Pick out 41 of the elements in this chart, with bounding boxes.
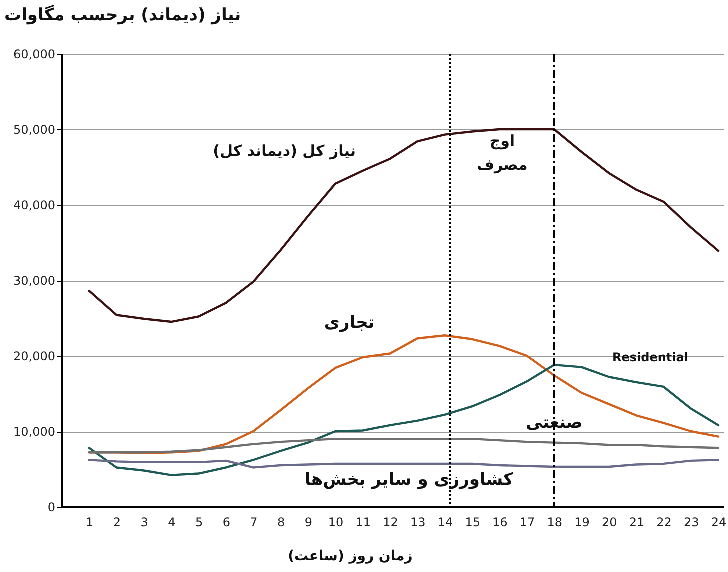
y-tick-label: 20,000 bbox=[14, 350, 56, 364]
x-tick-label: 6 bbox=[222, 516, 230, 530]
x-tick-label: 23 bbox=[684, 516, 700, 530]
y-tick-label: 50,000 bbox=[14, 123, 56, 137]
line-series bbox=[88, 438, 720, 454]
x-tick-label: 13 bbox=[410, 516, 426, 530]
x-tick-label: 18 bbox=[547, 516, 563, 530]
x-tick-label: 24 bbox=[711, 516, 727, 530]
series-label: نیاز کل (دیماند کل) bbox=[213, 142, 356, 160]
x-tick-label: 19 bbox=[574, 516, 590, 530]
x-tick-label: 16 bbox=[492, 516, 508, 530]
x-tick-label: 7 bbox=[250, 516, 258, 530]
line-series bbox=[88, 459, 720, 469]
x-tick-label: 1 bbox=[86, 516, 94, 530]
x-tick-label: 14 bbox=[438, 516, 454, 530]
series-label: Residential bbox=[612, 350, 688, 364]
y-tick-label: 30,000 bbox=[14, 274, 56, 288]
x-axis-title: زمان روز (ساعت) bbox=[288, 548, 413, 564]
series-label: کشاورزی و سایر بخش‌ها bbox=[305, 470, 514, 490]
x-tick-label: 5 bbox=[195, 516, 204, 530]
x-tick-label: 8 bbox=[278, 516, 286, 530]
y-tick-label: 40,000 bbox=[14, 198, 56, 212]
annotation: اوج مصرف bbox=[477, 132, 528, 174]
x-tick-label: 17 bbox=[520, 516, 536, 530]
y-tick-label: 60,000 bbox=[14, 48, 56, 62]
series-label: صنعتی bbox=[526, 412, 583, 433]
x-tick-label: 22 bbox=[656, 516, 672, 530]
y-axis-title: نیاز (دیماند) برحسب مگاوات bbox=[4, 4, 242, 26]
y-tick-label: 0 bbox=[48, 500, 56, 514]
series-label: تجاری bbox=[324, 313, 375, 334]
x-tick-label: 3 bbox=[140, 516, 148, 530]
x-tick-label: 20 bbox=[602, 516, 618, 530]
x-tick-label: 11 bbox=[356, 516, 372, 530]
x-tick-label: 15 bbox=[465, 516, 480, 530]
x-tick-label: 21 bbox=[629, 516, 645, 530]
x-tick-label: 2 bbox=[113, 516, 122, 530]
x-tick-label: 10 bbox=[328, 516, 344, 530]
x-tick-label: 4 bbox=[168, 516, 176, 530]
x-tick-label: 12 bbox=[383, 516, 398, 530]
y-tick-label: 10,000 bbox=[14, 425, 56, 439]
x-tick-label: 9 bbox=[304, 516, 313, 530]
